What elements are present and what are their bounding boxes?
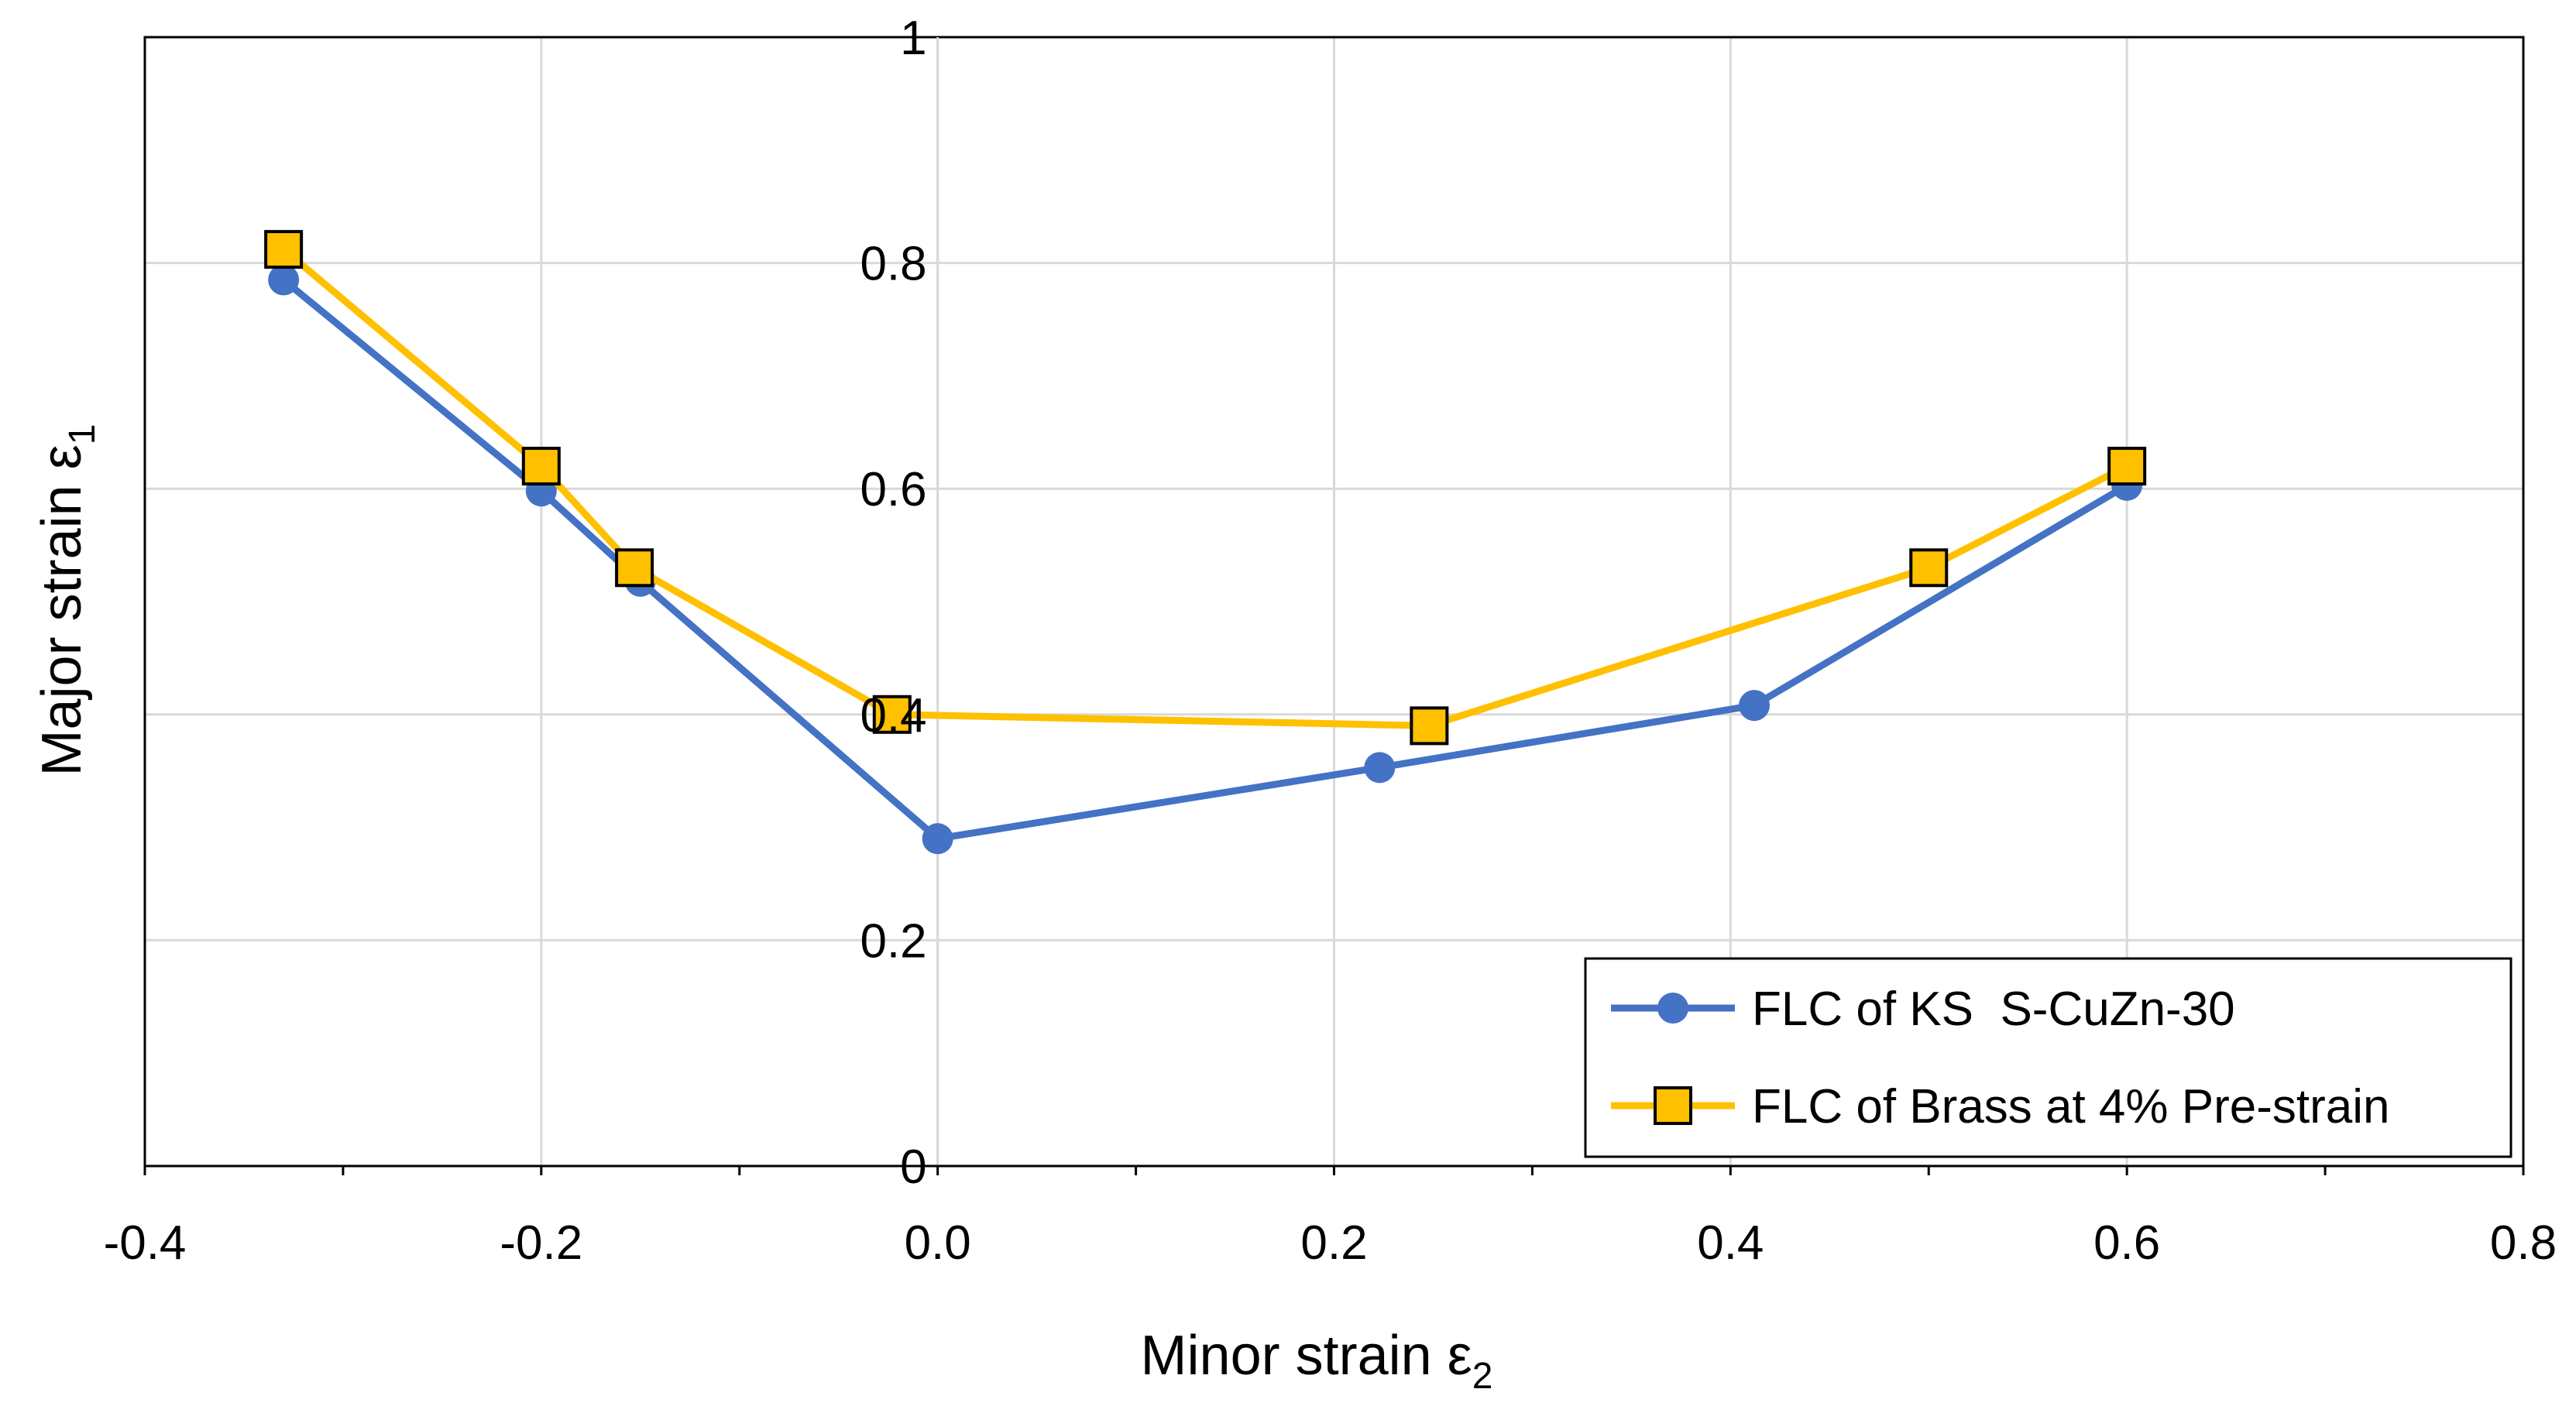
- series-line: [281, 277, 2129, 842]
- y-axis-title: Major strain ε1: [31, 424, 103, 777]
- legend-marker: [1657, 993, 1688, 1024]
- data-point: [2107, 447, 2147, 486]
- data-point: [1909, 548, 1949, 588]
- legend-label: FLC of Brass at 4% Pre-strain: [1752, 1080, 2390, 1133]
- y-tick-label: 0.8: [860, 238, 926, 291]
- data-point: [264, 230, 304, 269]
- x-tick-label: 0.6: [2093, 1216, 2160, 1270]
- x-tick-label: 0.8: [2490, 1216, 2557, 1270]
- legend: FLC of KS S-CuZn-30 FLC of Brass at 4% Pr…: [1584, 957, 2512, 1158]
- legend-box: [1584, 957, 2512, 1158]
- x-tick-labels: -0.4 -0.2 0.0 0.2 0.4 0.6 0.8: [104, 1216, 2557, 1270]
- y-tick-label: 0.6: [860, 463, 926, 516]
- x-tick-label: 0.0: [905, 1216, 971, 1270]
- data-point: [615, 548, 654, 588]
- data-point: [268, 264, 300, 296]
- x-tick-label: -0.4: [104, 1216, 187, 1270]
- data-point: [1739, 690, 1771, 722]
- legend-marker: [1654, 1086, 1692, 1125]
- y-tick-label: 0: [900, 1140, 926, 1194]
- x-tick-label: -0.2: [500, 1216, 582, 1270]
- x-axis-title: Minor strain ε2: [1141, 1325, 1493, 1397]
- series: [264, 230, 2147, 855]
- data-point: [1410, 706, 1449, 746]
- data-point: [922, 823, 953, 855]
- x-tick-label: 0.2: [1300, 1216, 1367, 1270]
- series-2: [264, 230, 2147, 746]
- y-tick-labels: 0 0.2 0.4 0.6 0.8 1: [860, 12, 926, 1194]
- y-tick-label: 0.4: [860, 689, 926, 743]
- legend-label: FLC of KS S-CuZn-30: [1752, 983, 2235, 1036]
- x-tick-label: 0.4: [1697, 1216, 1764, 1270]
- y-tick-label: 0.2: [860, 914, 926, 968]
- data-point: [521, 447, 561, 486]
- data-point: [1364, 752, 1396, 784]
- axes: [143, 37, 2525, 1175]
- data-point: [872, 694, 912, 734]
- y-tick-label: 1: [900, 12, 926, 65]
- series-1: [268, 264, 2143, 855]
